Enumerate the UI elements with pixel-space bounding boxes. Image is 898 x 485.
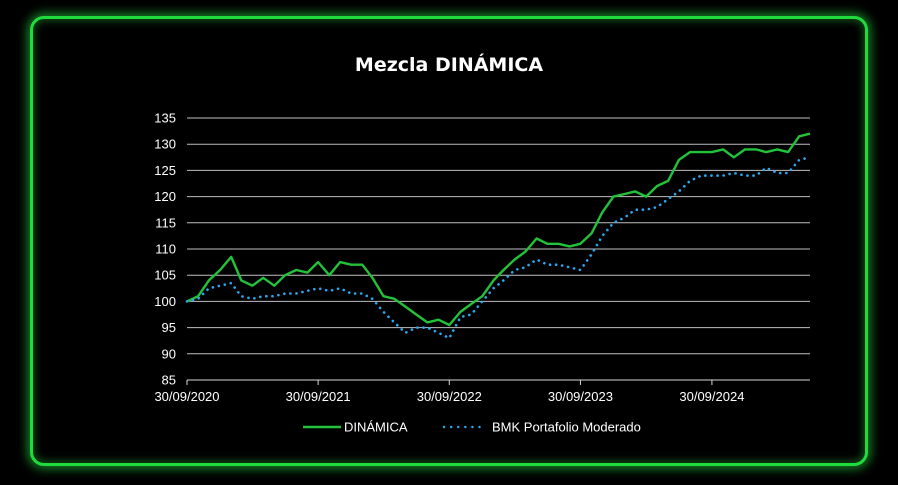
x-tick-label: 30/09/2023: [548, 389, 613, 404]
gridlines: [187, 117, 810, 355]
y-tick-label: 125: [154, 163, 176, 178]
y-axis-ticks: 85 90 95 100 105 110 115 120 125 130 135: [154, 111, 176, 388]
y-tick-label: 135: [154, 111, 176, 126]
y-tick-label: 95: [162, 320, 176, 335]
legend: DINÁMICA BMK Portafolio Moderado: [303, 420, 641, 435]
x-tick-label: 30/09/2022: [417, 389, 482, 404]
y-tick-label: 90: [162, 346, 176, 361]
x-axis: 30/09/2020 30/09/2021 30/09/2022 30/09/2023…: [154, 379, 810, 404]
y-tick-label: 100: [154, 294, 176, 309]
x-tick-label: 30/09/2020: [154, 389, 219, 404]
legend-label-0: DINÁMICA: [344, 420, 408, 435]
series-line-0: [186, 132, 811, 327]
y-tick-label: 105: [154, 268, 176, 283]
y-tick-label: 130: [154, 137, 176, 152]
y-tick-label: 120: [154, 189, 176, 204]
series-line-1: [185, 156, 812, 340]
chart-title: Mezcla DINÁMICA: [355, 53, 543, 76]
series-lines: [185, 132, 812, 340]
x-tick-label: 30/09/2021: [286, 389, 351, 404]
y-tick-label: 110: [155, 242, 176, 257]
y-tick-label: 115: [155, 215, 176, 230]
chart-frame: [30, 16, 868, 466]
x-tick-label: 30/09/2024: [679, 389, 744, 404]
y-tick-label: 85: [162, 373, 176, 388]
legend-label-1: BMK Portafolio Moderado: [492, 420, 641, 435]
